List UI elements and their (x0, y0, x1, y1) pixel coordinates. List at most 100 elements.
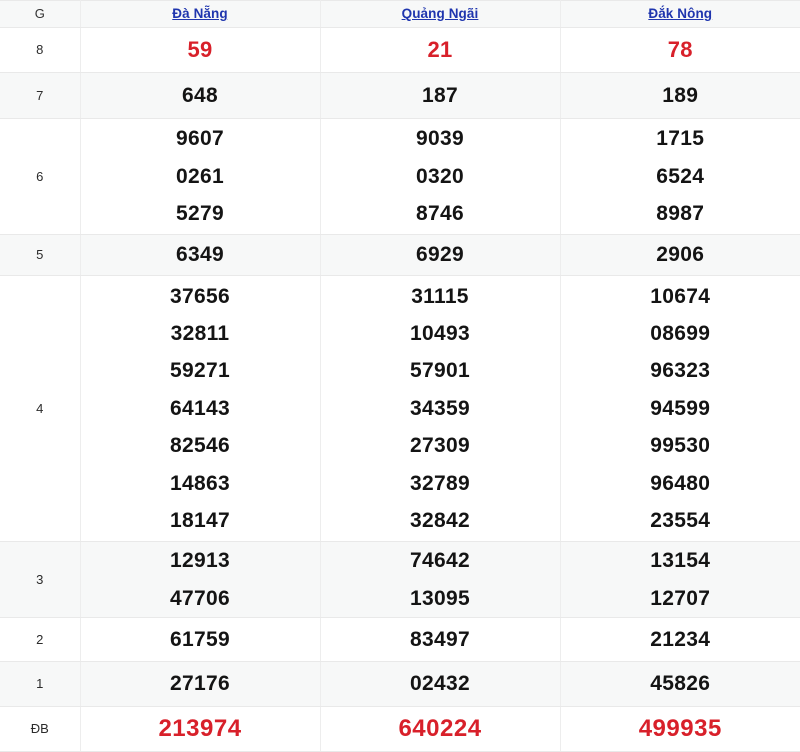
prize-number: 640224 (398, 708, 481, 751)
prize-cell-dak-nong: 78 (560, 28, 800, 73)
prize-label-column-header: G (0, 1, 80, 28)
prize-row-5: 5 6349 6929 2906 (0, 235, 800, 276)
prize-number: 82546 (170, 427, 230, 464)
prize-number: 96480 (650, 465, 710, 502)
prize-cell-da-nang: 59 (80, 28, 320, 73)
province-link-da-nang[interactable]: Đà Nẵng (172, 6, 227, 21)
prize-number: 13095 (410, 580, 470, 617)
prize-number: 74642 (410, 542, 470, 579)
header-row: G Đà Nẵng Quảng Ngãi Đắk Nông (0, 1, 800, 28)
prize-cell-da-nang: 6349 (80, 235, 320, 276)
prize-number: 2906 (656, 236, 704, 273)
prize-label: ĐB (31, 721, 49, 736)
prize-label: 8 (36, 42, 43, 57)
prize-number: 14863 (170, 465, 230, 502)
prize-number: 213974 (158, 708, 241, 751)
prize-number: 0261 (176, 158, 224, 195)
prize-label-cell: ĐB (0, 707, 80, 752)
prize-cell-quang-ngai: 21 (320, 28, 560, 73)
prize-number: 27309 (410, 427, 470, 464)
prize-cell-quang-ngai: 640224 (320, 707, 560, 752)
number-stack: 640224 (321, 708, 560, 751)
number-stack: 02432 (321, 665, 560, 702)
prize-number: 57901 (410, 352, 470, 389)
prize-number: 99530 (650, 427, 710, 464)
prize-number: 648 (182, 77, 218, 114)
prize-number: 59271 (170, 352, 230, 389)
prize-number: 12913 (170, 542, 230, 579)
prize-number: 9039 (416, 120, 464, 157)
number-stack: 6349 (81, 236, 320, 273)
prize-cell-da-nang: 648 (80, 73, 320, 119)
province-header-da-nang[interactable]: Đà Nẵng (80, 1, 320, 28)
number-stack: 187 (321, 77, 560, 114)
number-stack: 59 (81, 30, 320, 69)
prize-label-header-text: G (35, 6, 45, 21)
prize-number: 59 (187, 30, 212, 69)
prize-label-cell: 6 (0, 119, 80, 235)
prize-cell-da-nang: 213974 (80, 707, 320, 752)
prize-number: 8746 (416, 195, 464, 232)
prize-label-cell: 4 (0, 276, 80, 542)
prize-number: 12707 (650, 580, 710, 617)
province-link-quang-ngai[interactable]: Quảng Ngãi (402, 6, 479, 21)
prize-number: 6349 (176, 236, 224, 273)
prize-label-cell: 3 (0, 542, 80, 618)
prize-cell-dak-nong: 499935 (560, 707, 800, 752)
prize-number: 1715 (656, 120, 704, 157)
prize-number: 96323 (650, 352, 710, 389)
prize-number: 187 (422, 77, 458, 114)
prize-cell-da-nang: 61759 (80, 618, 320, 662)
prize-number: 10493 (410, 315, 470, 352)
prize-number: 78 (668, 30, 693, 69)
prize-cell-da-nang: 27176 (80, 662, 320, 707)
number-stack: 2906 (561, 236, 800, 273)
prize-number: 64143 (170, 390, 230, 427)
prize-number: 23554 (650, 502, 710, 539)
prize-cell-quang-ngai: 02432 (320, 662, 560, 707)
prize-label-cell: 8 (0, 28, 80, 73)
prize-number: 61759 (170, 621, 230, 658)
prize-label-cell: 5 (0, 235, 80, 276)
prize-number: 18147 (170, 502, 230, 539)
prize-cell-quang-ngai: 83497 (320, 618, 560, 662)
prize-cell-dak-nong: 2906 (560, 235, 800, 276)
prize-number: 83497 (410, 621, 470, 658)
prize-number: 6524 (656, 158, 704, 195)
prize-number: 10674 (650, 278, 710, 315)
province-link-dak-nong[interactable]: Đắk Nông (648, 6, 712, 21)
province-header-quang-ngai[interactable]: Quảng Ngãi (320, 1, 560, 28)
number-stack: 648 (81, 77, 320, 114)
prize-label: 5 (36, 247, 43, 262)
prize-label-cell: 7 (0, 73, 80, 119)
province-header-dak-nong[interactable]: Đắk Nông (560, 1, 800, 28)
prize-number: 32789 (410, 465, 470, 502)
number-stack: 61759 (81, 621, 320, 658)
number-stack: 83497 (321, 621, 560, 658)
prize-cell-quang-ngai: 6929 (320, 235, 560, 276)
prize-number: 08699 (650, 315, 710, 352)
prize-label: 4 (36, 401, 43, 416)
prize-number: 0320 (416, 158, 464, 195)
prize-number: 31115 (411, 278, 469, 315)
prize-label: 1 (36, 676, 43, 691)
prize-number: 47706 (170, 580, 230, 617)
prize-number: 21234 (650, 621, 710, 658)
